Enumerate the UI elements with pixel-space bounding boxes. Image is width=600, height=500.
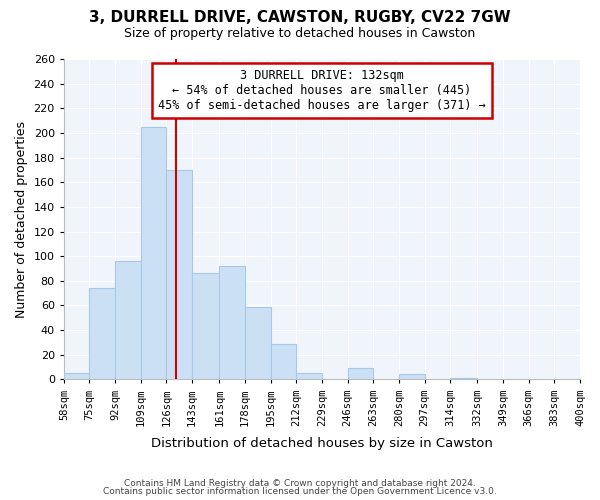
Text: 3 DURRELL DRIVE: 132sqm
← 54% of detached houses are smaller (445)
45% of semi-d: 3 DURRELL DRIVE: 132sqm ← 54% of detache… <box>158 68 486 112</box>
Text: Contains HM Land Registry data © Crown copyright and database right 2024.: Contains HM Land Registry data © Crown c… <box>124 478 476 488</box>
Text: 3, DURRELL DRIVE, CAWSTON, RUGBY, CV22 7GW: 3, DURRELL DRIVE, CAWSTON, RUGBY, CV22 7… <box>89 10 511 25</box>
Text: Contains public sector information licensed under the Open Government Licence v3: Contains public sector information licen… <box>103 487 497 496</box>
Bar <box>192 274 219 380</box>
Y-axis label: Number of detached properties: Number of detached properties <box>15 120 28 318</box>
Bar <box>115 261 141 380</box>
Bar <box>296 373 322 380</box>
Bar <box>347 368 373 380</box>
X-axis label: Distribution of detached houses by size in Cawston: Distribution of detached houses by size … <box>151 437 493 450</box>
Bar <box>64 373 89 380</box>
Bar <box>580 377 600 380</box>
Bar <box>166 170 192 380</box>
Bar <box>141 127 166 380</box>
Text: Size of property relative to detached houses in Cawston: Size of property relative to detached ho… <box>124 28 476 40</box>
Bar <box>245 306 271 380</box>
Bar <box>219 266 245 380</box>
Bar <box>450 378 478 380</box>
Bar <box>271 344 296 380</box>
Bar <box>89 288 115 380</box>
Bar <box>399 374 425 380</box>
